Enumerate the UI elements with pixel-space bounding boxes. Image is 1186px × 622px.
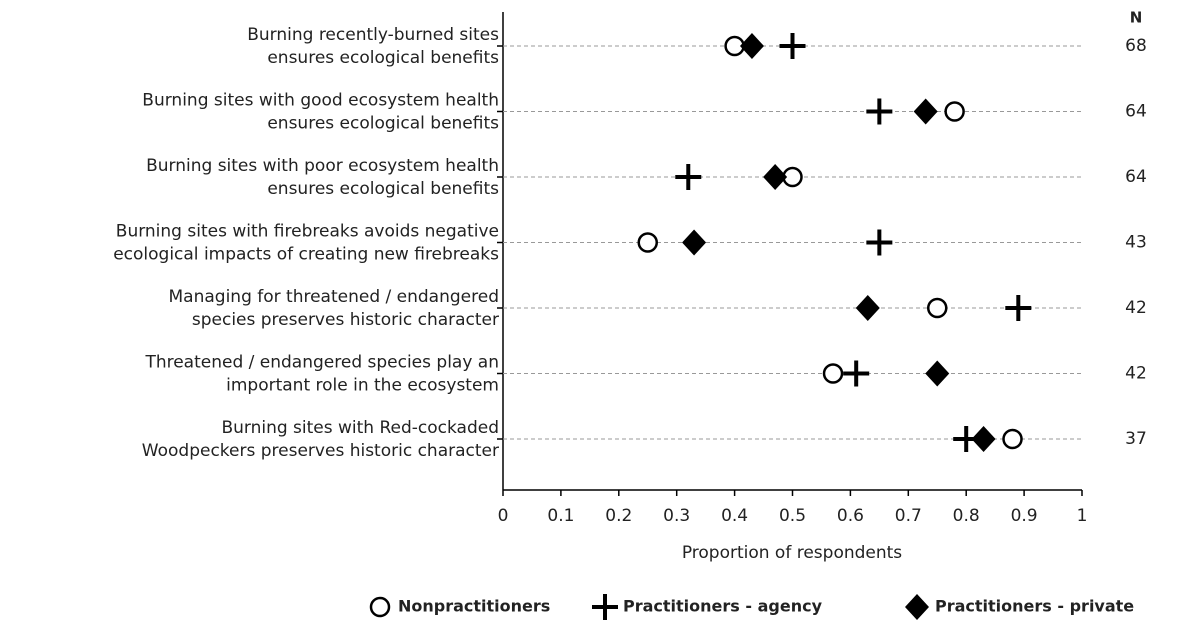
plus xyxy=(843,360,870,387)
circle xyxy=(927,297,948,319)
marker-diamond xyxy=(905,594,929,620)
n-value: 43 xyxy=(1125,233,1147,253)
marker-plus xyxy=(843,360,870,387)
category-label: Burning sites with Red-cockaded xyxy=(221,418,499,438)
diamond xyxy=(925,360,950,387)
x-tick-label: 0.9 xyxy=(1011,506,1038,526)
category-label: Burning sites with poor ecosystem health xyxy=(146,156,499,176)
marker-circle xyxy=(1002,428,1023,450)
x-axis-label: Proportion of respondents xyxy=(682,543,902,563)
legend: Nonpractitioners Practitioners - agency Pr… xyxy=(369,594,1134,620)
diamond xyxy=(682,229,707,256)
marker-plus xyxy=(675,164,702,190)
x-tick-label: 0.5 xyxy=(779,506,806,526)
marker-circle xyxy=(637,232,658,253)
n-value: 37 xyxy=(1125,429,1147,449)
category-label: ensures ecological benefits xyxy=(267,48,499,68)
category-label: Threatened / endangered species play an xyxy=(144,353,499,373)
category-label: ensures ecological benefits xyxy=(267,114,499,134)
n-value: 42 xyxy=(1125,298,1147,318)
plus xyxy=(592,594,618,620)
marker-diamond xyxy=(682,229,707,256)
marker-diamond xyxy=(855,295,880,321)
circle xyxy=(1002,428,1023,450)
circle xyxy=(637,232,658,253)
plus xyxy=(1005,295,1032,321)
marker-diamond xyxy=(925,360,950,387)
marker-circle xyxy=(369,596,391,618)
x-tick-label: 0.8 xyxy=(953,506,980,526)
legend-label: Nonpractitioners xyxy=(398,597,550,616)
plus xyxy=(866,229,893,256)
n-header: N xyxy=(1130,9,1143,27)
category-label: Burning recently-burned sites xyxy=(247,25,499,45)
marker-diamond xyxy=(913,98,938,125)
marker-circle xyxy=(944,101,965,122)
category-label: Woodpeckers preserves historic character xyxy=(142,441,499,461)
x-tick-label: 0.7 xyxy=(895,506,922,526)
diamond xyxy=(971,426,996,452)
circle xyxy=(822,363,844,384)
plus xyxy=(866,98,893,125)
category-label: species preserves historic character xyxy=(192,310,499,330)
x-tick-label: 0.1 xyxy=(547,506,574,526)
n-value: 68 xyxy=(1125,36,1147,56)
category-label: Burning sites with good ecosystem health xyxy=(142,91,499,111)
category-label: ecological impacts of creating new fireb… xyxy=(113,245,499,265)
marker-diamond xyxy=(971,426,996,452)
legend-label: Practitioners - agency xyxy=(623,597,823,616)
circle xyxy=(369,596,391,618)
category-label: important role in the ecosystem xyxy=(226,376,499,396)
category-label: ensures ecological benefits xyxy=(267,179,499,199)
marker-diamond xyxy=(739,33,764,59)
circle xyxy=(944,101,965,122)
diamond xyxy=(913,98,938,125)
marker-plus xyxy=(592,594,618,620)
diamond xyxy=(763,164,788,190)
x-tick-label: 0 xyxy=(498,506,509,526)
legend-label: Practitioners - private xyxy=(935,597,1134,616)
marker-diamond xyxy=(763,164,788,190)
n-value: 42 xyxy=(1125,364,1147,384)
x-tick-label: 0.4 xyxy=(721,506,748,526)
diamond xyxy=(855,295,880,321)
diamond xyxy=(739,33,764,59)
diamond xyxy=(905,594,929,620)
n-value: 64 xyxy=(1125,167,1147,187)
plus xyxy=(779,33,806,59)
x-tick-label: 0.3 xyxy=(663,506,690,526)
marker-plus xyxy=(779,33,806,59)
category-label: Burning sites with firebreaks avoids neg… xyxy=(116,222,499,242)
x-tick-label: 1 xyxy=(1077,506,1088,526)
category-label: Managing for threatened / endangered xyxy=(169,287,500,307)
marker-circle xyxy=(927,297,948,319)
marker-circle xyxy=(822,363,844,384)
marker-plus xyxy=(866,98,893,125)
n-value: 64 xyxy=(1125,102,1147,122)
plus xyxy=(675,164,702,190)
marker-plus xyxy=(1005,295,1032,321)
x-tick-label: 0.2 xyxy=(605,506,632,526)
x-tick-label: 0.6 xyxy=(837,506,864,526)
marker-plus xyxy=(866,229,893,256)
